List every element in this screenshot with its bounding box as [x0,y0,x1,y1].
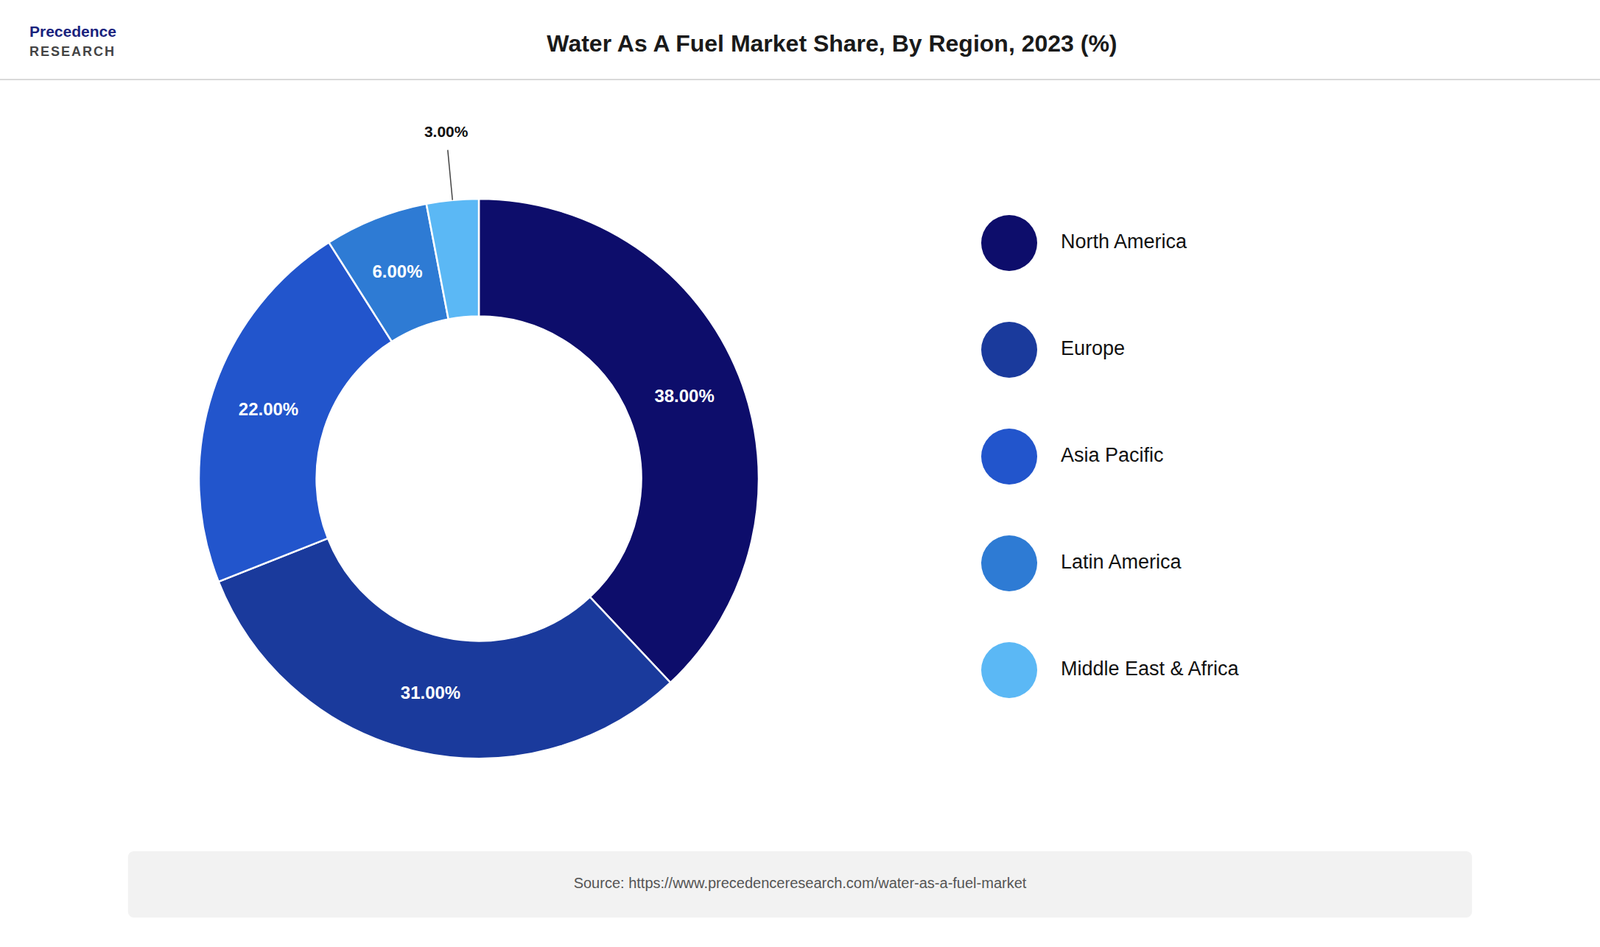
background [0,0,1600,947]
legend-swatch [981,535,1038,592]
legend-label: Latin America [1060,551,1183,574]
legend-label: Asia Pacific [1060,444,1164,467]
legend: North America Europe Asia Pacific Latin Ame… [981,215,1240,699]
logo-subtext: RESEARCH [29,44,116,59]
data-label: 6.00% [372,261,423,282]
title: Water As A Fuel Market Share, By Region,… [546,30,1117,57]
source-box [128,851,1472,918]
data-label: 38.00% [654,386,714,406]
donut-slice [478,198,759,683]
legend-swatch [981,215,1038,272]
source-text: Source: https://www.precedenceresearch.c… [573,875,1027,892]
logo-text: Precedence [29,22,117,40]
donut-slice [218,538,671,759]
data-label: 3.00% [424,123,469,140]
chart: Precedence RESEARCH Water As A Fuel Market… [0,0,1600,947]
label-leader [447,150,453,201]
legend-label: Europe [1060,337,1125,360]
legend-swatch [981,321,1038,378]
data-label: 31.00% [400,682,461,703]
legend-swatch [981,428,1038,485]
data-labels: 38.00% 31.00% 22.00% 6.00% 3.00% [238,123,715,703]
legend-swatch [981,642,1038,699]
donut-slice [426,198,479,320]
title-rule [0,78,1600,81]
legend-label: Middle East & Africa [1060,657,1240,680]
donut [198,198,759,759]
legend-label: North America [1060,230,1188,253]
data-label: 22.00% [238,399,299,420]
